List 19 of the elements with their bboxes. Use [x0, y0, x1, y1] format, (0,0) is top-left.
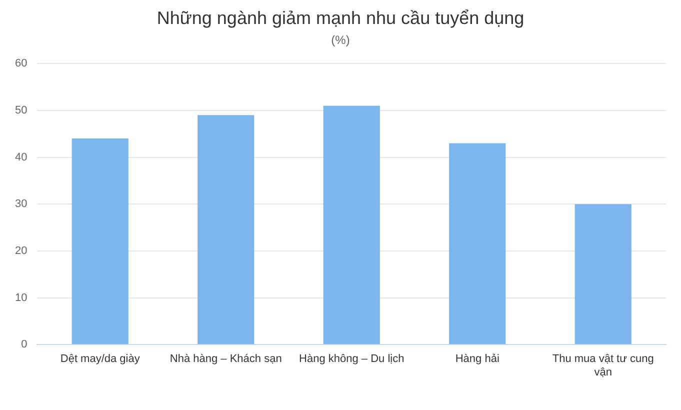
chart-title: Những ngành giảm mạnh nhu cầu tuyển dụng — [156, 8, 526, 29]
y-tick-label: 60 — [14, 58, 28, 70]
y-tick-label: 40 — [14, 151, 28, 164]
bar — [323, 106, 380, 344]
chart-subtitle: (%) — [330, 33, 351, 47]
y-tick-label: 0 — [21, 338, 28, 351]
bar — [449, 143, 506, 344]
bar — [72, 138, 128, 344]
bar — [198, 115, 254, 344]
y-tick-label: 20 — [14, 244, 28, 257]
x-tick-label: Nhà hàng – Khách sạn — [170, 353, 282, 366]
x-tick-label: Thu mua vật tư cung vận — [552, 353, 654, 378]
y-tick-label: 10 — [14, 292, 28, 304]
y-tick-label: 50 — [14, 104, 28, 116]
x-tick-label: Hàng không – Du lịch — [299, 353, 404, 366]
y-tick-label: 30 — [14, 198, 28, 210]
x-tick-label: Dệt may/da giày — [60, 353, 140, 366]
bar — [574, 204, 632, 344]
x-tick-label: Hàng hải — [455, 353, 500, 366]
